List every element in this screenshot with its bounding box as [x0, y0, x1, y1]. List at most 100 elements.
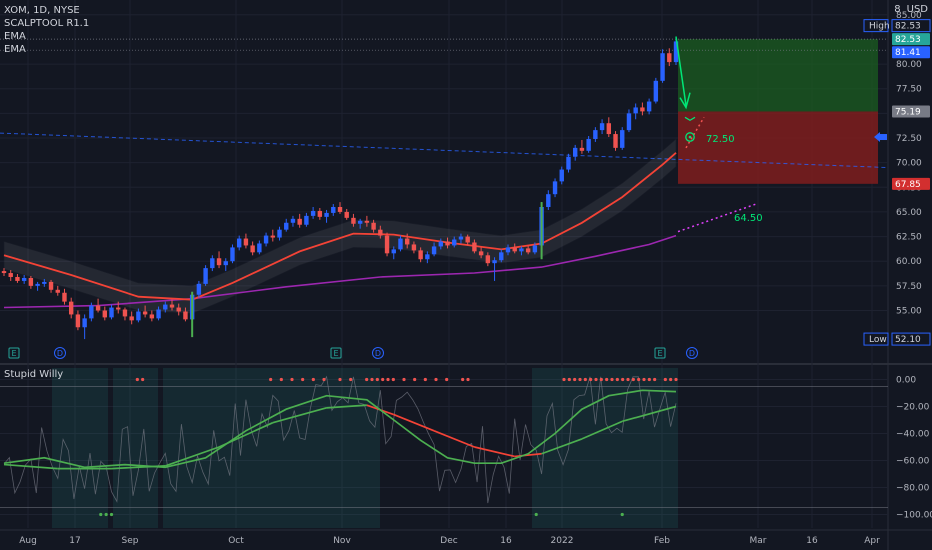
overbought-dot — [610, 377, 614, 382]
candle-body — [304, 215, 309, 225]
candle — [512, 243, 517, 254]
candle-body — [646, 101, 652, 112]
candle — [69, 297, 74, 319]
x-tick-label: Oct — [228, 536, 244, 546]
y-tick-label: 77.50 — [896, 85, 922, 95]
candle-body — [75, 314, 81, 328]
x-tick-label: Mar — [750, 536, 767, 546]
overbought-dot — [615, 377, 619, 382]
candle-body — [593, 130, 598, 139]
x-tick-label: 16 — [500, 536, 512, 546]
oversold-dot — [620, 512, 624, 517]
x-tick-label: 2022 — [551, 536, 574, 546]
candle — [405, 233, 410, 249]
event-marker-label: D — [375, 349, 381, 358]
oscillator-title[interactable]: Stupid Willy — [4, 369, 64, 380]
overbought-dot — [589, 377, 593, 382]
candle-body — [573, 147, 578, 157]
candle-body — [512, 247, 517, 252]
currency-prefix: 8 — [894, 4, 901, 15]
candle — [411, 241, 417, 254]
candle — [351, 213, 356, 227]
oscillator-slow-line — [622, 405, 677, 423]
candle-body — [129, 316, 134, 321]
price-label-3: 75.19 — [895, 107, 921, 117]
overbought-dot — [381, 377, 385, 382]
legend-indicator-scalptool[interactable]: SCALPTOOL R1.1 — [4, 18, 90, 29]
legend-indicator-ema-2[interactable]: EMA — [4, 44, 26, 55]
overbought-dot — [290, 377, 294, 382]
legend-indicator-ema-1[interactable]: EMA — [4, 31, 26, 42]
candle-body — [579, 147, 585, 151]
candle — [142, 305, 148, 318]
candle-body — [552, 181, 558, 195]
overbought-dot — [674, 377, 678, 382]
candle — [378, 225, 383, 239]
candle — [438, 238, 443, 250]
x-tick-label: Feb — [654, 536, 670, 546]
candle-body — [297, 218, 302, 225]
candle-body — [324, 212, 329, 217]
overbought-dot — [402, 377, 406, 382]
oscillator-zone — [113, 368, 158, 528]
candle-body — [357, 220, 363, 224]
oscillator-slow-line — [3, 463, 58, 470]
candle — [35, 281, 40, 291]
candle — [593, 127, 598, 142]
candle-body — [257, 243, 262, 253]
stop-price-label: 67.85 — [895, 180, 921, 190]
candle-body — [89, 305, 94, 319]
candle — [156, 306, 161, 321]
candle — [48, 279, 54, 293]
candle — [230, 244, 235, 264]
candle-body — [418, 250, 423, 260]
legend-symbol[interactable]: XOM, 1D, NYSE — [4, 5, 80, 16]
target-zone — [678, 39, 878, 112]
candle — [478, 247, 484, 259]
currency-code[interactable]: USD — [906, 4, 928, 15]
candle — [310, 207, 316, 219]
candle — [566, 153, 571, 173]
candle-body — [485, 255, 491, 264]
low-label: Low — [869, 335, 887, 345]
last-price-label: 82.53 — [895, 35, 921, 45]
candle-body — [653, 80, 659, 102]
x-tick-label: 17 — [69, 536, 80, 546]
candle — [75, 310, 81, 331]
candle — [183, 307, 188, 322]
overbought-dot — [578, 377, 582, 382]
candle-body — [438, 241, 443, 247]
candle — [445, 237, 450, 249]
candle — [149, 310, 155, 322]
candle — [573, 144, 578, 161]
osc-y-tick-label: −40.00 — [896, 430, 930, 440]
osc-y-tick-label: −20.00 — [896, 403, 930, 413]
overbought-dot — [669, 377, 673, 382]
oscillator-slow-line — [272, 407, 327, 424]
candle — [371, 219, 376, 233]
candle — [519, 246, 524, 256]
candle-body — [223, 261, 228, 266]
oscillator-slow-line — [433, 430, 475, 448]
candle-body — [425, 254, 430, 260]
event-marker-label: D — [57, 349, 63, 358]
candle — [284, 218, 289, 232]
overbought-dot — [423, 377, 427, 382]
candle — [384, 232, 390, 257]
overbought-dot — [562, 377, 566, 382]
candle — [95, 298, 101, 313]
candle — [357, 218, 363, 229]
candle — [210, 255, 215, 272]
oscillator-fast-line — [3, 389, 677, 469]
oscillator-slow-line — [164, 446, 220, 467]
candle-body — [640, 107, 645, 112]
candle — [646, 98, 652, 115]
overbought-dot — [626, 377, 630, 382]
candle — [257, 240, 262, 255]
event-marker-label: E — [333, 349, 338, 358]
osc-y-tick-label: −80.00 — [896, 484, 930, 494]
event-marker-label: E — [11, 349, 16, 358]
y-tick-label: 55.00 — [896, 307, 922, 317]
